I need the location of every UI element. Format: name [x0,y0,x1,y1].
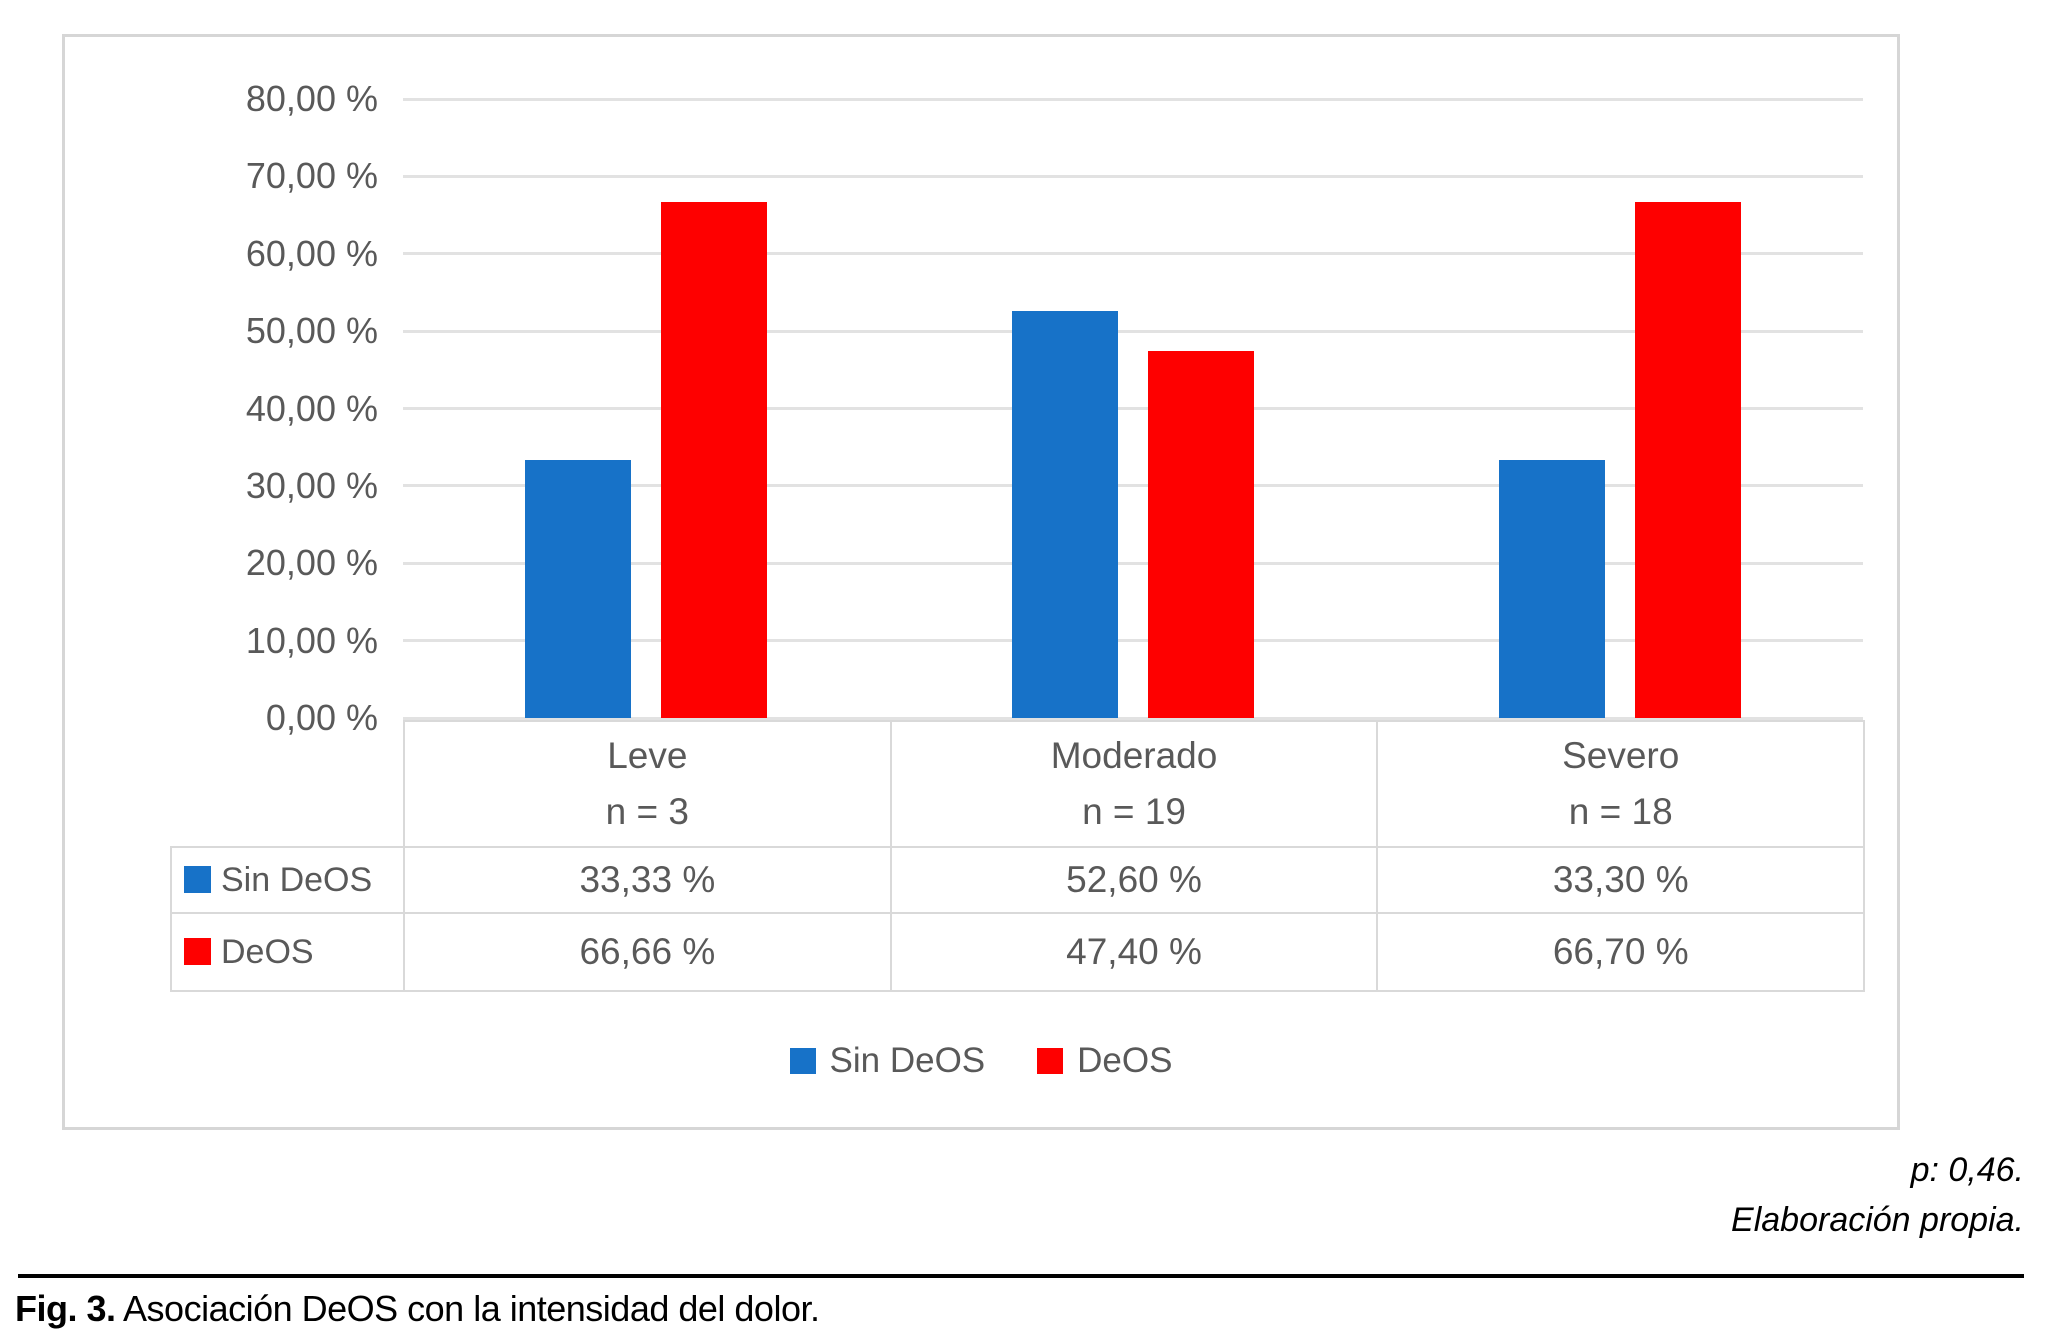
series-color-swatch-icon [184,938,211,966]
legend-item-sin-deos: Sin DeOS [789,1041,986,1081]
bar-deos-moderado [1148,351,1254,718]
table-header-leve: Leve n = 3 [403,720,892,848]
category-label: Leve [607,735,688,776]
table-value-cell: 52,60 % [889,846,1379,914]
gridline [403,716,1863,720]
p-value-note: p: 0,46. [1910,1151,2024,1189]
legend-label: DeOS [1077,1041,1173,1080]
figure-caption-text: Asociación DeOS con la intensidad del do… [115,1288,820,1329]
table-value-cell: 66,70 % [1376,912,1866,992]
caption-divider [18,1274,2024,1278]
bar-deos-leve [661,202,768,718]
gridline [403,407,1863,410]
table-header-severo: Severo n = 18 [1376,720,1866,848]
gridline [403,561,1863,565]
category-label: Moderado [1050,735,1218,776]
y-axis-tick-label: 20,00 % [245,542,378,584]
source-note: Elaboración propia. [1731,1201,2024,1239]
table-value-cell: 33,30 % [1376,846,1866,914]
figure-caption-label: Fig. 3. [15,1288,116,1329]
category-sublabel: n = 19 [1082,791,1186,832]
category-label: Severo [1562,735,1680,776]
chart-legend: Sin DeOS DeOS [65,1039,1897,1083]
legend-item-deos: DeOS [1037,1041,1172,1081]
bar-sin-deos-moderado [1012,311,1118,718]
gridline [403,329,1863,333]
y-axis-tick-label: 30,00 % [245,464,378,506]
series-color-swatch-icon [184,866,211,894]
category-sublabel: n = 3 [605,791,689,832]
y-axis-tick-label: 50,00 % [245,310,378,352]
gridline [403,252,1863,256]
bar-sin-deos-leve [525,460,632,718]
legend-label: Sin DeOS [829,1041,986,1080]
bar-deos-severo [1634,201,1741,718]
table-header-moderado: Moderado n = 19 [889,720,1379,848]
bar-sin-deos-severo [1498,460,1605,718]
gridline [403,97,1863,101]
y-axis-tick-label: 80,00 % [245,78,378,119]
legend-swatch-icon [1037,1048,1064,1074]
table-value-cell: 47,40 % [889,912,1379,992]
y-axis-tick-label: 40,00 % [245,387,378,429]
category-sublabel: n = 18 [1568,791,1673,832]
table-series-label-deos: DeOS [170,912,405,992]
table-value-cell: 66,66 % [403,912,892,992]
gridline [403,484,1863,488]
legend-swatch-icon [789,1048,816,1074]
gridline [403,639,1863,643]
figure-caption: Fig. 3. Asociación DeOS con la intensida… [15,1288,820,1330]
y-axis-tick-label: 0,00 % [265,697,378,738]
y-axis-tick-label: 60,00 % [245,232,378,274]
y-axis-tick-label: 10,00 % [245,619,378,661]
gridline [403,174,1863,178]
y-axis-tick-label: 70,00 % [245,155,378,197]
table-series-label-sin-deos: Sin DeOS [170,846,405,914]
chart-container: 0,00 % 10,00 % 20,00 % 30,00 % 40,00 % 50,00 … [62,34,1900,1130]
data-table: Leve n = 3 Moderado n = 19 Severo n = 18 Sin D… [170,720,1866,992]
table-value-cell: 33,33 % [403,846,892,914]
table-corner-cell [171,721,404,847]
